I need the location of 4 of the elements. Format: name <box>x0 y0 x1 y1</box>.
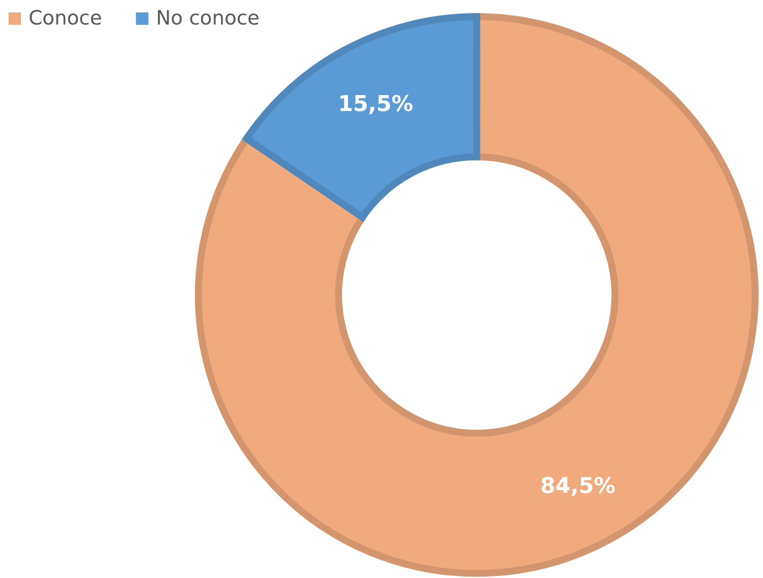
data-label: 15,5% <box>338 92 414 117</box>
legend-label: No conoce <box>156 6 260 30</box>
legend-label: Conoce <box>28 6 102 30</box>
data-label: 84,5% <box>540 474 616 499</box>
